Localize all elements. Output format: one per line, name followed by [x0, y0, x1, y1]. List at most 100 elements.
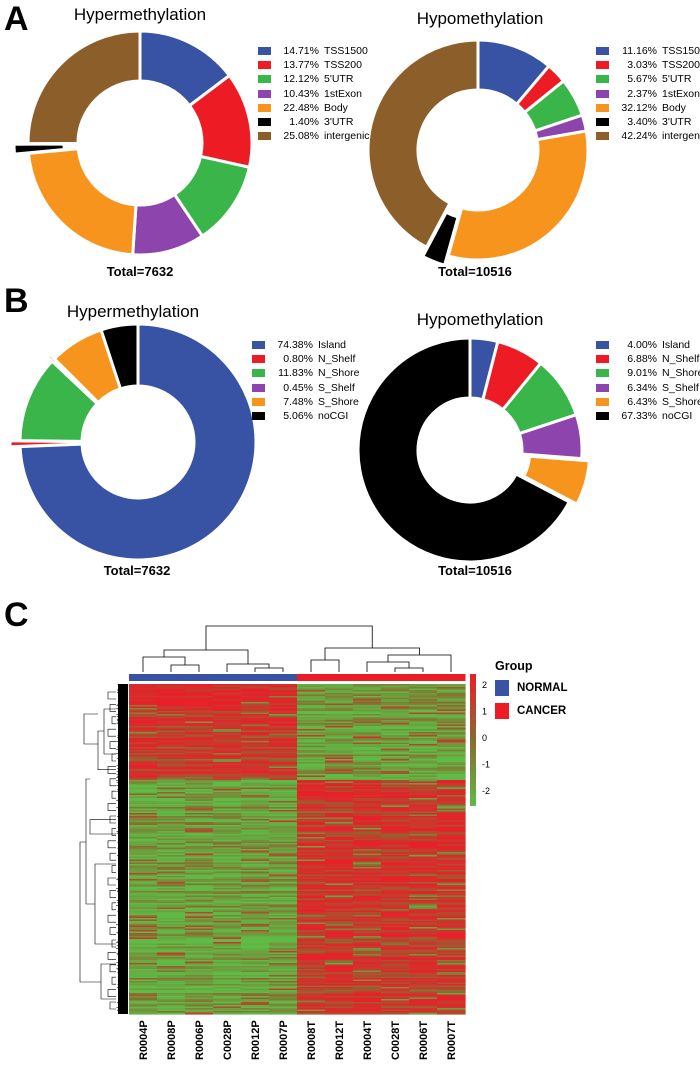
heatmap-cell	[269, 694, 298, 697]
heatmap-cell	[269, 1000, 298, 1003]
heatmap-cell	[269, 967, 298, 970]
heatmap-cell	[129, 952, 158, 955]
heatmap-cell	[185, 942, 214, 945]
heatmap-cell	[129, 930, 158, 933]
heatmap-cell	[129, 915, 158, 918]
heatmap-cell	[297, 898, 326, 901]
heatmap-cell	[409, 964, 438, 967]
heatmap-cell	[325, 958, 354, 961]
heatmap-cell	[297, 870, 326, 873]
heatmap-cell	[157, 831, 186, 834]
heatmap-cell	[409, 891, 438, 894]
heatmap-cell	[157, 970, 186, 973]
heatmap-cell	[185, 1003, 214, 1006]
heatmap-cell	[409, 763, 438, 766]
heatmap-cell	[241, 996, 270, 999]
legend-swatch	[258, 118, 271, 127]
heatmap-cell	[381, 855, 410, 858]
heatmap-cell	[325, 768, 354, 771]
heatmap-cell	[437, 846, 466, 849]
group-legend-normal-label: NORMAL	[517, 682, 568, 694]
heatmap-cell	[325, 748, 354, 751]
row-branch	[107, 840, 116, 849]
heatmap-cell	[409, 994, 438, 997]
heatmap-cell	[353, 957, 382, 960]
heatmap-cell	[269, 942, 298, 945]
heatmap-cell	[353, 922, 382, 925]
heatmap-cell	[185, 693, 214, 696]
heatmap-cell	[353, 802, 382, 805]
heatmap-cell	[437, 928, 466, 931]
heatmap-cell	[297, 832, 326, 835]
heatmap-cell	[241, 930, 270, 933]
heatmap-cell	[157, 757, 186, 760]
legend-swatch	[258, 103, 271, 112]
heatmap-cell	[297, 942, 326, 945]
heatmap-cell	[325, 1005, 354, 1008]
legend-a-hypermethylation: 14.71% TSS1500 13.77% TSS200 12.12% 5'UTR 10.4…	[258, 44, 370, 143]
heatmap-cell	[129, 735, 158, 738]
heatmap-cell	[437, 876, 466, 879]
heatmap-cell	[269, 855, 298, 858]
heatmap-cell	[325, 795, 354, 798]
row-dendrogram	[79, 684, 128, 1014]
heatmap-cell	[297, 855, 326, 858]
heatmap-cell	[129, 780, 158, 783]
heatmap-cell	[213, 819, 242, 822]
heatmap-cell	[185, 865, 214, 868]
heatmap-cell	[129, 951, 158, 954]
heatmap-cell	[353, 985, 382, 988]
heatmap-cell	[129, 975, 158, 978]
heatmap-cell	[157, 790, 186, 793]
heatmap-cell	[297, 981, 326, 984]
heatmap-cell	[213, 748, 242, 751]
heatmap-cell	[185, 817, 214, 820]
heatmap-cell	[353, 855, 382, 858]
legend-swatch	[252, 397, 265, 406]
heatmap-cell	[129, 694, 158, 697]
heatmap-cell	[409, 787, 438, 790]
heatmap-cell	[241, 864, 270, 867]
heatmap-cell	[129, 909, 158, 912]
heatmap-cell	[409, 943, 438, 946]
heatmap-cell	[185, 844, 214, 847]
heatmap-cell	[269, 970, 298, 973]
heatmap-cell	[437, 871, 466, 874]
heatmap-cell	[437, 999, 466, 1002]
heatmap-cell	[213, 805, 242, 808]
heatmap-cell	[129, 717, 158, 720]
heatmap-cell	[129, 718, 158, 721]
donut-slice-body	[26, 147, 138, 257]
heatmap-cell	[185, 954, 214, 957]
heatmap-cell	[241, 787, 270, 790]
panel-letter-a: A	[4, 0, 29, 38]
heatmap-cell	[409, 705, 438, 708]
heatmap-cell	[381, 733, 410, 736]
heatmap-cell	[269, 973, 298, 976]
heatmap-cell	[129, 739, 158, 742]
heatmap-cell	[129, 939, 158, 942]
heatmap-cell	[129, 769, 158, 772]
heatmap-cell	[297, 922, 326, 925]
heatmap-cell	[213, 984, 242, 987]
heatmap-cell	[241, 918, 270, 921]
heatmap-cell	[213, 1000, 242, 1003]
heatmap-cell	[297, 879, 326, 882]
heatmap-cell	[297, 957, 326, 960]
heatmap-cell	[241, 843, 270, 846]
heatmap-cell	[157, 751, 186, 754]
heatmap-cell	[381, 1012, 410, 1015]
heatmap-cell	[213, 721, 242, 724]
heatmap-cell	[269, 787, 298, 790]
heatmap-cell	[157, 715, 186, 718]
heatmap-cell	[213, 778, 242, 781]
heatmap-cell	[129, 826, 158, 829]
heatmap-cell	[213, 763, 242, 766]
heatmap-cell	[213, 955, 242, 958]
heatmap-cell	[437, 874, 466, 877]
heatmap-cell	[437, 895, 466, 898]
heatmap-cell	[157, 960, 186, 963]
heatmap-cell	[185, 807, 214, 810]
heatmap-cell	[129, 691, 158, 694]
heatmap-cell	[297, 721, 326, 724]
